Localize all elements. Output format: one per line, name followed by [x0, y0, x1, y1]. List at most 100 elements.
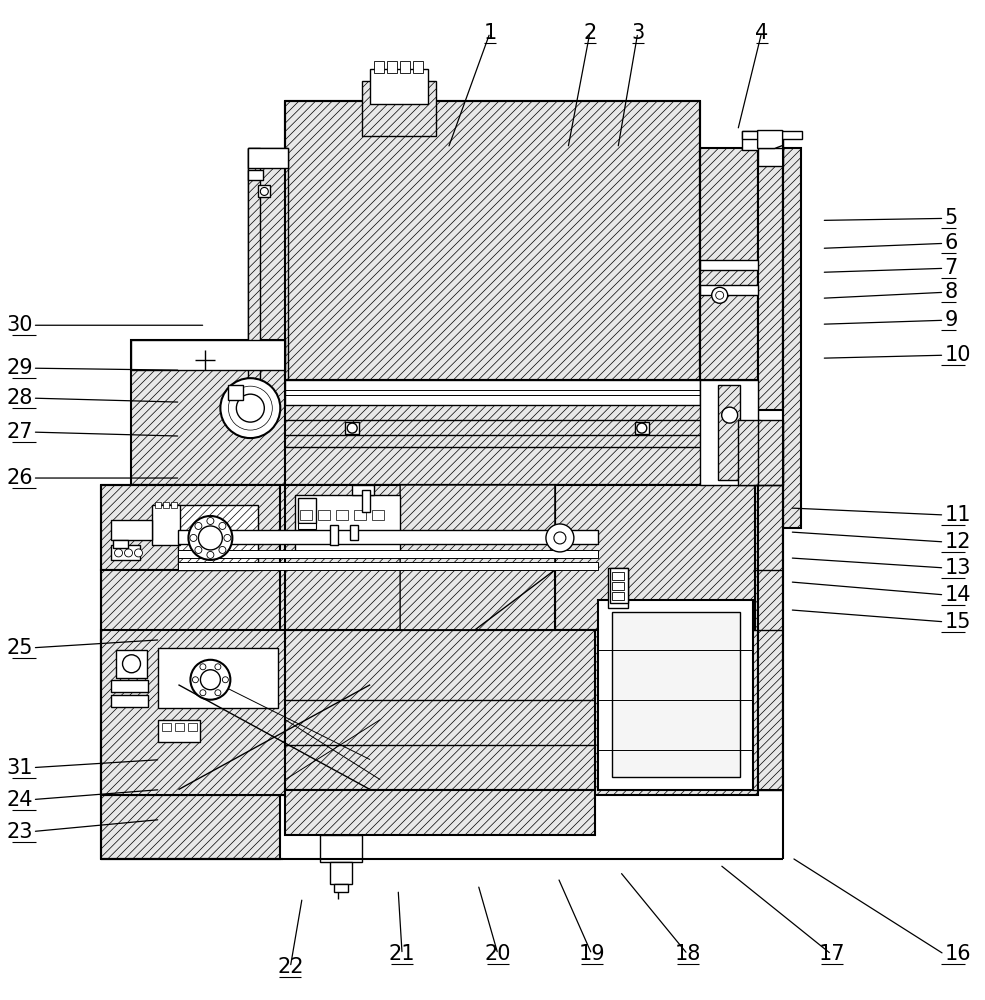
Bar [345, 422, 360, 434]
Circle shape [195, 546, 202, 553]
Circle shape [207, 517, 214, 524]
Bar [318, 510, 330, 520]
Bar [110, 520, 153, 540]
Bar [330, 862, 353, 884]
Bar [699, 260, 757, 270]
Text: 29: 29 [6, 358, 33, 378]
Bar [286, 380, 699, 405]
Bar [178, 530, 598, 544]
Text: 31: 31 [6, 758, 33, 778]
Circle shape [188, 516, 232, 560]
Circle shape [207, 551, 214, 558]
Text: 14: 14 [945, 585, 971, 605]
Bar [153, 505, 180, 545]
Circle shape [229, 386, 272, 430]
Circle shape [124, 549, 133, 557]
Bar [334, 884, 349, 892]
Bar [718, 385, 740, 480]
Bar [178, 505, 258, 570]
Text: 10: 10 [945, 345, 971, 365]
Bar [387, 61, 397, 73]
Bar [110, 545, 141, 560]
Bar [130, 340, 286, 370]
Text: 12: 12 [945, 532, 971, 552]
Text: 27: 27 [6, 422, 33, 442]
Bar [699, 148, 757, 380]
Text: 18: 18 [675, 944, 701, 964]
Circle shape [223, 677, 229, 683]
Bar [355, 510, 366, 520]
Bar [320, 835, 362, 862]
Bar [612, 592, 624, 600]
Text: 3: 3 [631, 23, 644, 43]
Bar [300, 510, 312, 520]
Bar [110, 695, 149, 707]
Bar [110, 680, 149, 692]
Text: 17: 17 [819, 944, 845, 964]
Circle shape [122, 655, 141, 673]
Bar [163, 723, 171, 731]
Bar [100, 630, 385, 795]
Bar [130, 340, 286, 485]
Bar [699, 380, 757, 485]
Circle shape [554, 532, 566, 544]
Circle shape [192, 677, 198, 683]
Bar [351, 525, 359, 540]
Bar [159, 720, 200, 742]
Bar [178, 485, 757, 795]
Bar [699, 285, 757, 295]
Circle shape [219, 546, 226, 553]
Bar [296, 495, 400, 555]
Bar [555, 485, 755, 630]
Circle shape [200, 670, 221, 690]
Text: 1: 1 [484, 23, 496, 43]
Text: 30: 30 [6, 315, 33, 335]
Bar [286, 630, 595, 790]
Bar [372, 510, 384, 520]
Bar [298, 498, 316, 523]
Bar [608, 568, 627, 608]
Circle shape [221, 378, 281, 438]
Bar [178, 380, 757, 485]
Bar [298, 523, 316, 529]
Bar [100, 570, 281, 795]
Bar [171, 502, 177, 508]
Bar [757, 485, 783, 790]
Bar [362, 490, 370, 512]
Text: 22: 22 [277, 957, 303, 977]
Bar [286, 101, 699, 380]
Bar [175, 723, 184, 731]
Bar [634, 422, 649, 434]
Text: 7: 7 [945, 258, 957, 278]
Text: 23: 23 [6, 822, 33, 842]
Circle shape [190, 534, 197, 541]
Circle shape [135, 549, 143, 557]
Text: 25: 25 [6, 638, 33, 658]
Text: 19: 19 [578, 944, 605, 964]
Bar [115, 650, 148, 678]
Circle shape [546, 524, 574, 552]
Polygon shape [757, 131, 783, 148]
Bar [248, 148, 289, 168]
Text: 9: 9 [945, 310, 957, 330]
Bar [783, 148, 801, 528]
Circle shape [236, 394, 264, 422]
Text: 26: 26 [6, 468, 33, 488]
Circle shape [219, 522, 226, 529]
Bar [757, 148, 783, 410]
Bar [164, 502, 169, 508]
Bar [353, 485, 374, 495]
Bar [400, 61, 410, 73]
Text: 15: 15 [945, 612, 971, 632]
Bar [248, 148, 260, 380]
Bar [112, 540, 127, 548]
Bar [178, 550, 598, 558]
Bar [100, 485, 281, 570]
Circle shape [198, 526, 223, 550]
Circle shape [215, 664, 221, 670]
Bar [757, 148, 783, 166]
Bar [178, 562, 598, 570]
Bar [286, 485, 555, 630]
Circle shape [636, 423, 647, 433]
Circle shape [712, 287, 728, 303]
